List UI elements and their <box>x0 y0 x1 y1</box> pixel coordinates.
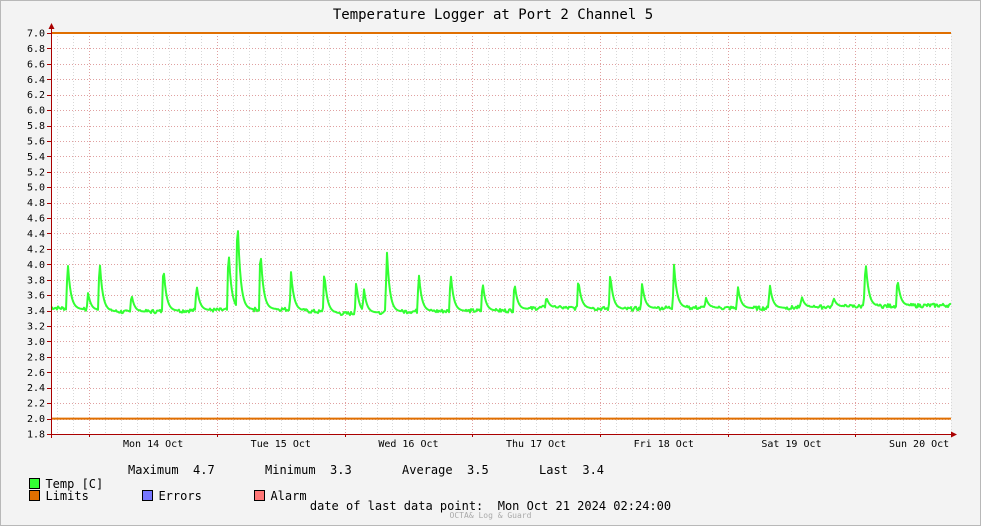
last-data-point-date: date of last data point: Mon Oct 21 2024… <box>309 499 672 513</box>
y-tick-label: 6.4 <box>27 75 45 86</box>
last-value: 3.4 <box>582 463 605 477</box>
x-tick-label: Thu 17 Oct <box>506 439 566 450</box>
min-label: Minimum <box>265 463 316 477</box>
y-tick-label: 4.6 <box>27 214 45 225</box>
last-label: Last <box>539 463 568 477</box>
y-axis-arrow <box>48 23 55 29</box>
legend-errors: Errors <box>128 475 202 503</box>
avg-value: 3.5 <box>467 463 489 477</box>
x-tick-label: Wed 16 Oct <box>378 439 438 450</box>
errors-legend-label: Errors <box>158 489 202 503</box>
y-tick-label: 2.0 <box>27 414 45 425</box>
y-tick-label: 3.2 <box>27 322 45 333</box>
credit-text: OCTA& Log & Guard <box>449 511 532 520</box>
y-tick-label: 6.2 <box>27 90 45 101</box>
y-tick-label: 2.2 <box>27 399 45 410</box>
y-tick-label: 6.8 <box>27 44 45 55</box>
chart-title: Temperature Logger at Port 2 Channel 5 <box>333 7 653 23</box>
avg-label: Average <box>402 463 453 477</box>
y-tick-label: 3.8 <box>27 275 45 286</box>
temp-series-line <box>50 230 952 317</box>
max-value: 4.7 <box>193 463 215 477</box>
temp-legend-label: Temp [C] <box>45 477 104 491</box>
max-label: Maximum <box>128 463 179 477</box>
limit-lines <box>51 32 951 420</box>
limits-legend-swatch <box>29 490 41 501</box>
axes <box>47 23 957 438</box>
x-tick-label: Tue 15 Oct <box>251 439 311 450</box>
y-tick-label: 4.2 <box>27 244 45 255</box>
alarm-legend-swatch <box>254 490 266 501</box>
y-tick-label: 2.8 <box>27 352 45 363</box>
temperature-chart: 1.8 2.0 2.2 2.4 2.6 2.8 3.0 3.2 3.4 3.6 3.8 4.0 4.2 4… <box>27 7 957 450</box>
y-tick-label: 5.6 <box>27 136 45 147</box>
y-tick-label: 2.6 <box>27 368 45 379</box>
max-stat: Maximum 4.7 <box>128 463 215 477</box>
last-stat: Last 3.4 <box>539 463 604 477</box>
x-tick-label: Fri 18 Oct <box>634 439 694 450</box>
avg-stat: Average 3.5 <box>402 463 489 477</box>
legend-row-stats: Temp [C] <box>15 463 103 491</box>
x-tick-label: Mon 14 Oct <box>123 439 183 450</box>
min-stat: Minimum 3.3 <box>265 463 352 477</box>
y-tick-label: 1.8 <box>27 430 45 441</box>
x-axis-arrow <box>951 431 957 438</box>
y-tick-label: 3.4 <box>27 306 45 317</box>
y-tick-label: 5.2 <box>27 167 45 178</box>
y-tick-label: 6.6 <box>27 59 45 70</box>
y-tick-label: 5.4 <box>27 152 45 163</box>
y-tick-label: 5.8 <box>27 121 45 132</box>
limits-legend-label: Limits <box>45 489 89 503</box>
temp-legend-swatch <box>29 478 41 489</box>
y-axis-labels: 1.8 2.0 2.2 2.4 2.6 2.8 3.0 3.2 3.4 3.6 3.8 4.0 4.2 4… <box>27 29 45 441</box>
alarm-legend-label: Alarm <box>270 489 307 503</box>
x-axis-labels: Mon 14 Oct Tue 15 Oct Wed 16 Oct Thu 17 Oct… <box>123 439 949 450</box>
x-tick-label: Sat 19 Oct <box>761 439 821 450</box>
y-tick-label: 3.0 <box>27 337 45 348</box>
y-tick-label: 3.6 <box>27 291 45 302</box>
x-tick-label: Sun 20 Oct <box>889 439 949 450</box>
y-tick-label: 6.0 <box>27 106 45 117</box>
y-tick-label: 2.4 <box>27 383 45 394</box>
y-tick-label: 4.8 <box>27 198 45 209</box>
legend-alarm: Alarm <box>240 475 307 503</box>
legend-limits: Limits <box>15 475 89 503</box>
min-value: 3.3 <box>330 463 352 477</box>
y-tick-label: 4.0 <box>27 260 45 271</box>
errors-legend-swatch <box>142 490 154 501</box>
y-tick-label: 5.0 <box>27 183 45 194</box>
y-tick-label: 4.4 <box>27 229 45 240</box>
y-tick-label: 7.0 <box>27 29 45 40</box>
